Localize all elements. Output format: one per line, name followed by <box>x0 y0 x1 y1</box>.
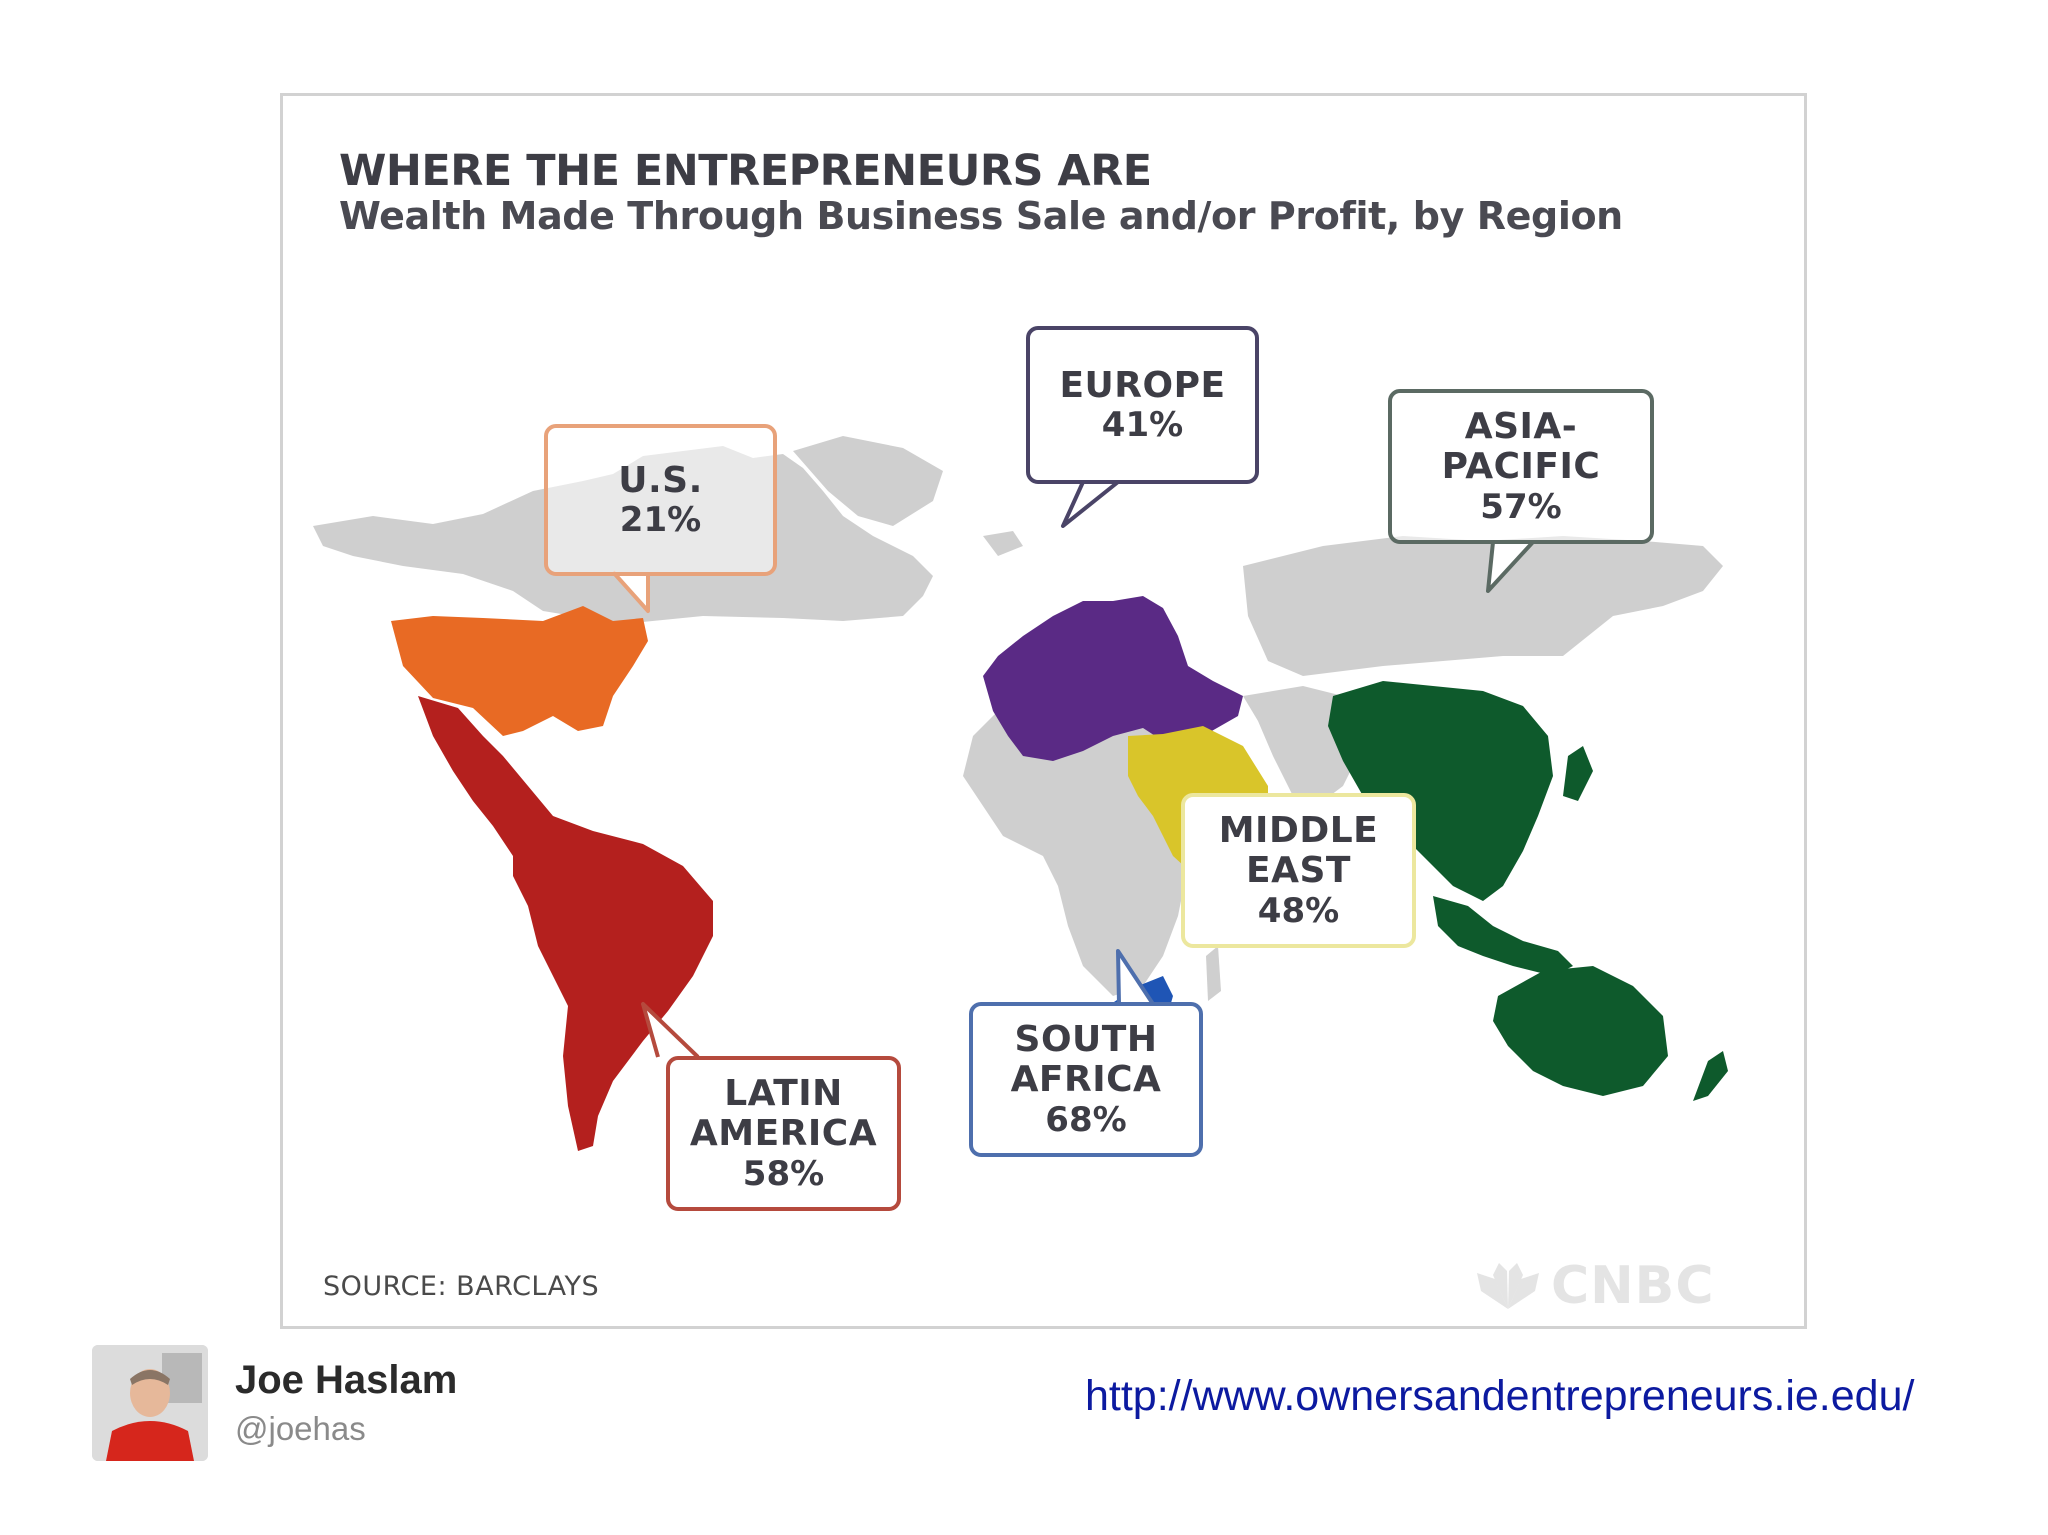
callout-latin-america-name-line1: LATIN <box>724 1073 843 1115</box>
region-new-zealand-shape <box>1693 1051 1728 1101</box>
author-name[interactable]: Joe Haslam <box>235 1358 458 1402</box>
region-us-shape <box>391 606 648 736</box>
latin-america-pointer <box>641 1002 700 1059</box>
callout-us: U.S. 21% <box>544 424 777 576</box>
callout-middle-east-value: 48% <box>1257 890 1340 931</box>
callout-asia-pacific-value: 57% <box>1480 486 1562 527</box>
region-europe-shape <box>983 596 1243 761</box>
us-pointer <box>611 570 650 613</box>
callout-pointers <box>611 480 1535 1059</box>
avatar[interactable] <box>92 1345 208 1461</box>
region-latin-america-shape <box>418 696 713 1151</box>
source-url-link[interactable]: http://www.ownersandentrepreneurs.ie.edu… <box>1085 1372 1915 1420</box>
region-asia-pacific-main-shape <box>1328 681 1553 901</box>
land-madagascar <box>1206 946 1221 1001</box>
land-greenland <box>793 436 943 526</box>
author-photo <box>92 1345 208 1461</box>
cnbc-wordmark: CNBC <box>1551 1256 1715 1316</box>
europe-pointer <box>1061 480 1120 528</box>
asia-pointer <box>1486 540 1535 593</box>
cnbc-logo: CNBC <box>1473 1256 1714 1316</box>
infographic-card: WHERE THE ENTREPRENEURS ARE Wealth Made … <box>280 93 1807 1329</box>
map-subtitle: Wealth Made Through Business Sale and/or… <box>339 194 1623 238</box>
callout-europe-value: 41% <box>1101 405 1184 446</box>
callout-europe-name: EUROPE <box>1059 364 1226 406</box>
region-southeast-asia-shape <box>1433 896 1573 976</box>
map-title: WHERE THE ENTREPRENEURS ARE <box>339 146 1152 196</box>
callout-south-africa-name-line1: SOUTH <box>1014 1019 1158 1061</box>
callout-middle-east: MIDDLE EAST 48% <box>1181 793 1416 948</box>
callout-latin-america-name-line2: AMERICA <box>689 1113 878 1155</box>
callout-latin-america: LATIN AMERICA 58% <box>666 1056 901 1211</box>
region-australia-shape <box>1493 966 1668 1096</box>
author-handle[interactable]: @joehas <box>235 1410 366 1447</box>
callout-asia-pacific: ASIA-PACIFIC 57% <box>1388 389 1654 544</box>
callout-middle-east-name-line1: MIDDLE <box>1218 810 1379 852</box>
land-iceland <box>983 531 1023 556</box>
callout-latin-america-value: 58% <box>742 1153 825 1194</box>
land-russia <box>1243 536 1723 676</box>
south-africa-pointer <box>1116 949 1155 1006</box>
callout-south-africa: SOUTH AFRICA 68% <box>969 1002 1203 1157</box>
callout-asia-pacific-name: ASIA-PACIFIC <box>1441 406 1601 488</box>
region-japan-shape <box>1563 746 1593 801</box>
callout-middle-east-name-line2: EAST <box>1246 850 1351 892</box>
callout-europe: EUROPE 41% <box>1026 326 1259 484</box>
callout-south-africa-name-line2: AFRICA <box>1010 1059 1162 1101</box>
callout-us-value: 21% <box>619 500 702 541</box>
callout-south-africa-value: 68% <box>1045 1099 1127 1140</box>
callout-us-name: U.S. <box>618 459 703 501</box>
peacock-icon <box>1477 1263 1539 1309</box>
source-note: SOURCE: BARCLAYS <box>323 1271 600 1302</box>
